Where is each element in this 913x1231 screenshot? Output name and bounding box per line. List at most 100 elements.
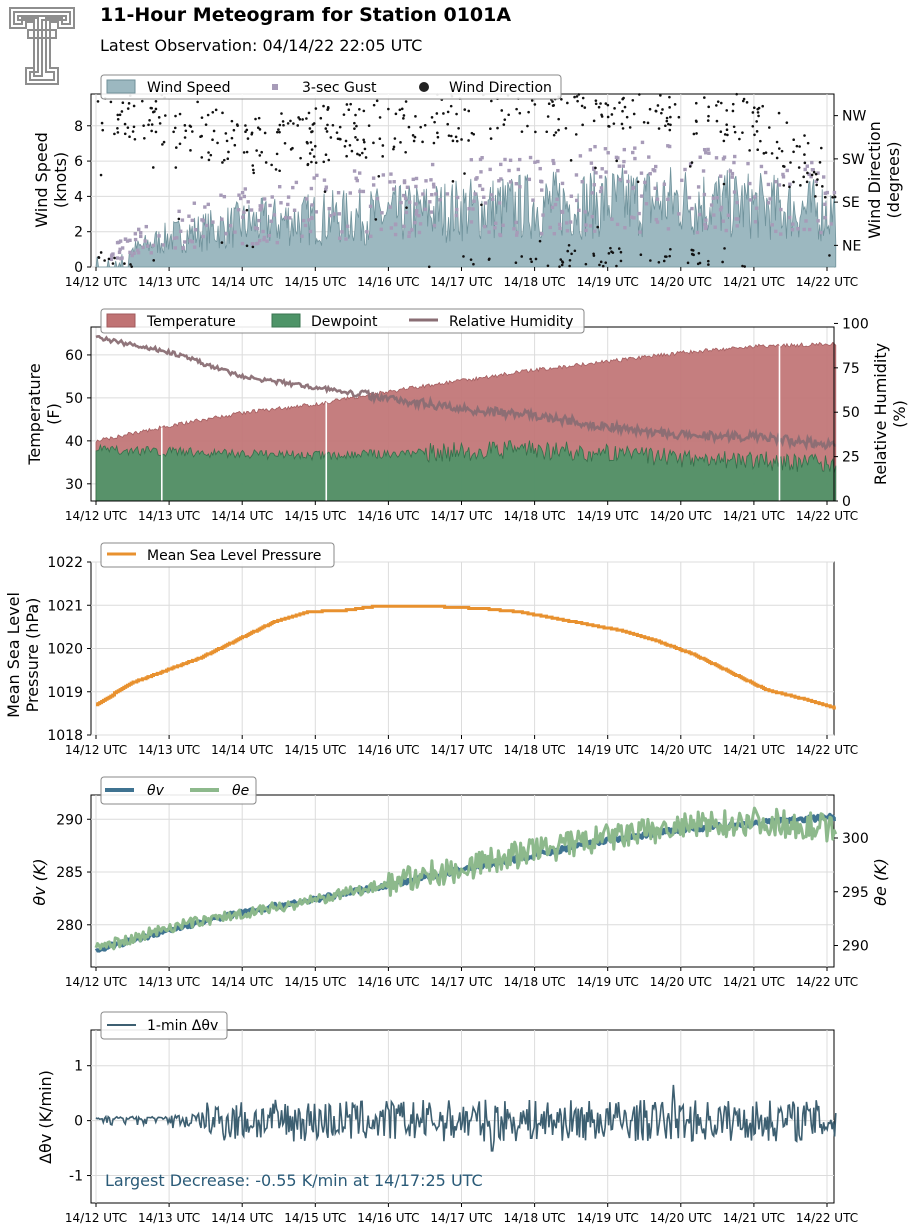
x-tick-label: 14/13 UTC: [138, 275, 200, 289]
gust-legend-swatch: [272, 84, 278, 90]
gust-point: [589, 161, 594, 165]
wind-direction-point: [656, 104, 660, 107]
wind-direction-point: [130, 265, 133, 268]
gust-point: [332, 212, 337, 216]
wind-direction-point: [818, 161, 822, 164]
pressure-line: [96, 604, 836, 710]
gust-point: [527, 177, 532, 182]
gust-point: [278, 184, 282, 189]
wind-direction-point: [580, 104, 584, 108]
gust-point: [735, 200, 739, 205]
gust-point: [565, 229, 570, 233]
gust-point: [193, 227, 198, 232]
gust-point: [414, 212, 419, 216]
temp-plot-area: [95, 334, 837, 502]
wind-direction-point: [570, 252, 573, 256]
wind-direction-point: [244, 124, 247, 127]
gust-point: [402, 193, 406, 198]
wind-direction-point: [706, 119, 710, 122]
x-tick-label: 14/20 UTC: [650, 275, 712, 289]
wind-direction-point: [469, 258, 473, 261]
gust-point: [178, 229, 183, 234]
y-tick-label: 1020: [47, 642, 83, 658]
y-tick-label: 0: [74, 1114, 83, 1130]
wind-direction-point: [278, 123, 282, 127]
gust-point: [187, 214, 191, 218]
gust-point: [261, 229, 265, 234]
wind-direction-point: [116, 117, 120, 121]
wind-direction-point: [610, 113, 614, 116]
wind-direction-point: [514, 261, 518, 265]
y-tick-label: 1022: [47, 555, 83, 571]
x-tick-label: 14/15 UTC: [284, 975, 346, 989]
gust-point: [508, 158, 513, 163]
gust-point: [431, 182, 436, 187]
x-tick-label: 14/16 UTC: [357, 1211, 419, 1225]
wind-direction-point: [623, 105, 627, 109]
wind-direction-point: [761, 104, 765, 108]
gust-point: [707, 151, 711, 155]
gust-point: [310, 216, 314, 221]
gust-point: [617, 164, 622, 168]
gust-point: [429, 210, 434, 214]
wind-direction-point: [344, 139, 348, 143]
gust-point: [810, 160, 814, 165]
y-tick-label: 60: [65, 348, 83, 364]
wind-direction-point: [375, 99, 379, 103]
x-tick-label: 14/19 UTC: [577, 975, 639, 989]
wind-direction-point: [322, 104, 325, 108]
x-tick-label: 14/21 UTC: [723, 975, 785, 989]
wind-direction-point: [407, 125, 411, 129]
wind-direction-point: [665, 119, 669, 123]
wind-direction-point: [381, 144, 385, 147]
gust-point: [117, 250, 122, 255]
wind-yticks: 0 2 4 6 8: [74, 119, 91, 276]
wind-direction-point: [362, 138, 365, 142]
wind-direction-point: [392, 145, 396, 149]
wind-direction-point: [599, 260, 603, 264]
temp-ylabel: Temperature: [25, 363, 44, 465]
dtheta-legend: 1-min Δθv: [100, 1011, 228, 1040]
gust-point: [629, 215, 634, 219]
wind-direction-point: [554, 131, 558, 134]
gust-point: [666, 144, 670, 148]
wind-direction-point: [782, 165, 786, 168]
wind-direction-point: [230, 119, 234, 123]
gust-point: [327, 206, 331, 211]
wind-direction-point: [726, 133, 729, 137]
gust-point: [825, 190, 829, 195]
wind-direction-point: [220, 241, 224, 244]
wind-direction-point: [462, 255, 465, 258]
wind-direction-point: [286, 122, 290, 125]
x-tick-label: 14/21 UTC: [723, 743, 785, 757]
wind-direction-point: [642, 120, 646, 124]
gust-point: [829, 222, 833, 226]
wind-direction-point: [703, 96, 706, 99]
wind-direction-point: [211, 110, 215, 114]
gust-point: [203, 205, 207, 209]
wind-direction-point: [568, 259, 572, 262]
wind-direction-point: [270, 163, 273, 167]
y-tick-label: 30: [65, 477, 83, 493]
wind-direction-point: [123, 122, 127, 126]
wind-direction-point: [242, 151, 246, 154]
direction-legend-label: Wind Direction: [449, 80, 552, 96]
gust-point: [816, 171, 820, 175]
gust-point: [222, 194, 227, 199]
x-tick-label: 14/12 UTC: [65, 1211, 127, 1225]
wind-direction-point: [622, 96, 625, 100]
gust-point: [623, 170, 628, 174]
theta-v-ticks: 280 285 290: [56, 812, 91, 934]
y-tick-label: 1021: [47, 598, 83, 614]
wind-direction-point: [457, 126, 460, 130]
wind-direction-point: [232, 128, 236, 132]
rh-ylabel-units: (%): [890, 400, 909, 428]
gust-point: [410, 228, 414, 232]
wind-direction-point: [116, 113, 120, 117]
wind-direction-point: [454, 135, 458, 139]
wind-direction-point: [361, 151, 364, 155]
y-tick-label: 40: [65, 434, 83, 450]
wind-direction-point: [116, 131, 120, 134]
wind-direction-point: [402, 117, 405, 120]
